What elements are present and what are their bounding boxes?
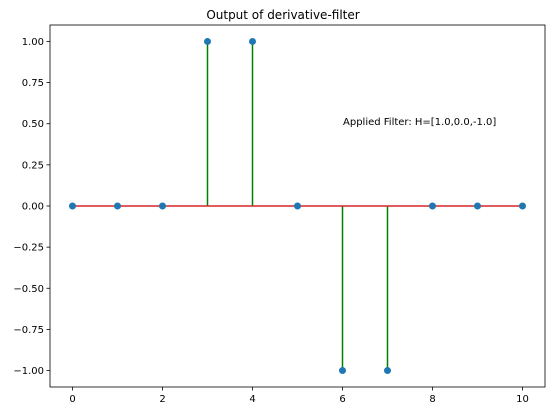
- stem-marker: [294, 202, 301, 210]
- stem-marker: [69, 202, 76, 210]
- y-tick-label: 0.00: [22, 202, 44, 213]
- y-tick-label: 0.75: [22, 78, 44, 89]
- stem-marker: [429, 202, 436, 210]
- plot-area: 0 2 4 6 8 10 1.00 0.75 0.50 0.25 0.00 −0.25 −0.50 −0.…: [13, 24, 546, 405]
- y-tick-label: −1.00: [13, 366, 44, 377]
- stem-marker: [474, 202, 481, 210]
- stem-marker: [114, 202, 121, 210]
- x-tick-label: 10: [516, 394, 529, 405]
- y-tick-label: 1.00: [22, 37, 44, 48]
- x-tick-label: 0: [69, 394, 75, 405]
- stem-marker: [204, 37, 211, 45]
- y-tick-label: −0.25: [13, 243, 44, 254]
- stem-marker: [339, 367, 346, 375]
- x-tick-label: 2: [159, 394, 165, 405]
- y-tick-label: 0.25: [22, 160, 44, 171]
- stem-marker: [519, 202, 526, 210]
- x-tick-label: 4: [249, 394, 255, 405]
- stem-marker: [384, 367, 391, 375]
- y-tick-label: 0.50: [22, 119, 44, 130]
- y-tick-label: −0.75: [13, 325, 44, 336]
- stem-marker: [159, 202, 166, 210]
- stem-marker: [249, 37, 256, 45]
- x-tick-label: 8: [429, 394, 435, 405]
- filter-annotation: Applied Filter: H=[1.0,0.0,-1.0]: [343, 117, 496, 128]
- chart-title: Output of derivative-filter: [206, 8, 359, 22]
- y-tick-label: −0.50: [13, 284, 44, 295]
- x-tick-label: 6: [339, 394, 345, 405]
